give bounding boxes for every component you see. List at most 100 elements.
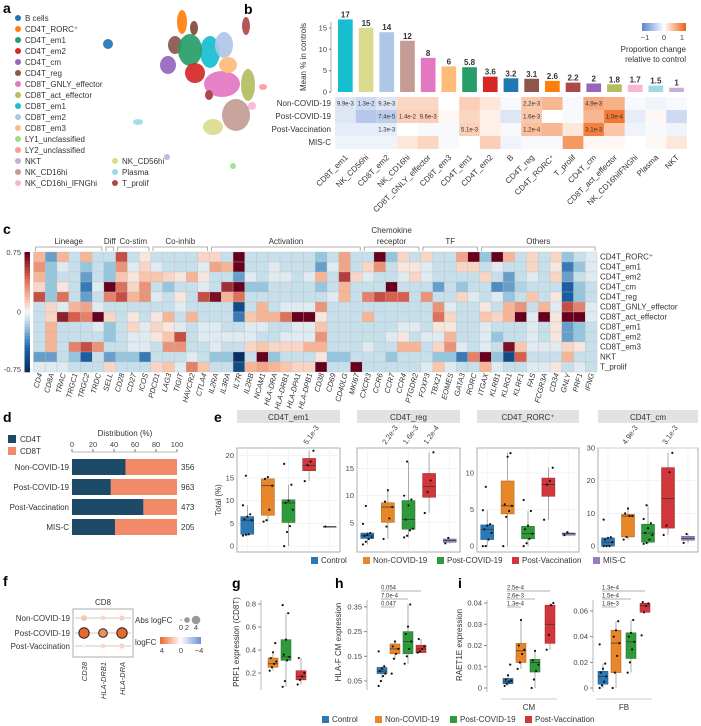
heatmap-cell: [221, 261, 234, 273]
heatmap-cell: [45, 311, 58, 323]
heatmap-cell: [256, 271, 269, 283]
heatmap-cell: [444, 321, 457, 333]
box-plot: [601, 518, 615, 548]
data-point: [403, 494, 406, 497]
legend-label: NK_CD16hi_IFNGhi: [25, 179, 97, 188]
heatmap-cell: [362, 271, 375, 283]
heatmap-cell: [373, 331, 386, 343]
heatmap-cell: [326, 291, 339, 303]
data-point: [481, 509, 484, 512]
heatmap-cell: [326, 321, 339, 333]
heatmap-cell: [279, 291, 292, 303]
box: [402, 631, 414, 655]
heatmap-cell: [174, 281, 187, 293]
heatmap-cell: [479, 136, 501, 149]
heatmap-cell: [303, 251, 316, 263]
legend-swatch: [15, 103, 21, 109]
heatmap-cell: [355, 110, 377, 123]
heatmap-cell: [538, 341, 551, 353]
heatmap-cell: [438, 97, 460, 110]
heatmap-cell: [420, 291, 433, 303]
data-point: [269, 656, 272, 660]
y-axis-label: Mean % in controls: [299, 23, 308, 91]
heatmap-cell: [115, 351, 128, 363]
heatmap-cell: [350, 271, 363, 283]
colorbar-segment: [24, 369, 30, 373]
heatmap-cell: [209, 361, 222, 373]
box-plot: [500, 452, 515, 548]
umap-cluster-ly2-unclassified: [259, 84, 267, 90]
data-point: [531, 532, 534, 535]
heatmap-cell: [561, 291, 574, 303]
heatmap-cell: [103, 361, 116, 373]
bar: [669, 87, 684, 92]
data-point: [617, 620, 620, 623]
colorbar-segment: [24, 273, 30, 277]
box-plot: [401, 460, 416, 539]
heatmap-cell: [315, 321, 328, 333]
heatmap-cell: [409, 281, 422, 293]
heatmap-cell: [92, 331, 105, 343]
heatmap-cell: [232, 261, 245, 273]
data-point: [244, 474, 247, 477]
heatmap-cell: [56, 271, 69, 283]
heatmap-cell: [268, 331, 281, 343]
y-tick-label: 10: [587, 509, 595, 518]
data-point: [309, 460, 312, 463]
bar-value-label: 1.8: [609, 75, 621, 84]
heatmap-cell: [303, 361, 316, 373]
data-point: [644, 531, 647, 535]
heatmap-cell: [45, 261, 58, 273]
data-point: [682, 541, 685, 544]
group-label: Diff: [104, 237, 117, 246]
box: [597, 671, 609, 685]
bar: [524, 78, 539, 92]
heatmap-cell: [185, 281, 199, 293]
heatmap-cell: [385, 301, 398, 313]
legend-item: Post-COVID-19: [437, 556, 503, 565]
total-count: 473: [181, 503, 195, 512]
category-label: NKT: [663, 153, 681, 171]
heatmap-cell: [526, 311, 539, 323]
bar-value-label: 1.5: [650, 77, 662, 86]
data-point: [503, 503, 506, 506]
legend-item: CD4T_cm: [15, 58, 61, 67]
umap-cluster-cd4t-reg-sub: [190, 21, 198, 35]
data-point: [268, 669, 271, 672]
box-plot: [639, 600, 651, 637]
heatmap-cell: [56, 361, 69, 373]
heatmap-row-label: CD8T_em3: [600, 343, 641, 352]
colorbar-segment: [24, 264, 30, 268]
heatmap-cell: [139, 251, 152, 263]
heatmap-cell: [174, 331, 187, 343]
umap-cluster-cd8t-act-effector: [241, 69, 255, 101]
heatmap-cell: [561, 351, 574, 363]
heatmap-cell: [455, 261, 469, 273]
data-point: [605, 675, 608, 678]
heatmap-cell: [268, 251, 281, 263]
heatmap-cell: [500, 97, 522, 110]
heatmap-cell: [232, 341, 245, 353]
heatmap-cell: [385, 361, 398, 373]
legend-label: Post-Vaccination: [535, 715, 594, 724]
heatmap-cell: [92, 361, 105, 373]
heatmap-cell: [542, 110, 563, 123]
heatmap-cell: [585, 251, 598, 263]
heatmap-cell: [162, 331, 175, 343]
heatmap-cell: [420, 261, 433, 273]
data-point: [645, 604, 648, 607]
heatmap-cell: [291, 311, 304, 323]
heatmap-cell: [409, 251, 422, 263]
y-tick-label: 0.04: [573, 632, 588, 641]
box-plot: [515, 618, 527, 670]
panel-label-g: g: [232, 575, 241, 591]
group-bracket: [211, 246, 361, 251]
size-legend-title: Abs logFC: [135, 616, 173, 625]
heatmap-cell: [549, 261, 562, 273]
colorbar-segment: [24, 348, 30, 352]
heatmap-cell: [514, 281, 527, 293]
heatmap-cell: [373, 281, 386, 293]
heatmap-cell: [80, 311, 93, 323]
heatmap-cell: [338, 281, 351, 293]
dot: [119, 615, 125, 621]
